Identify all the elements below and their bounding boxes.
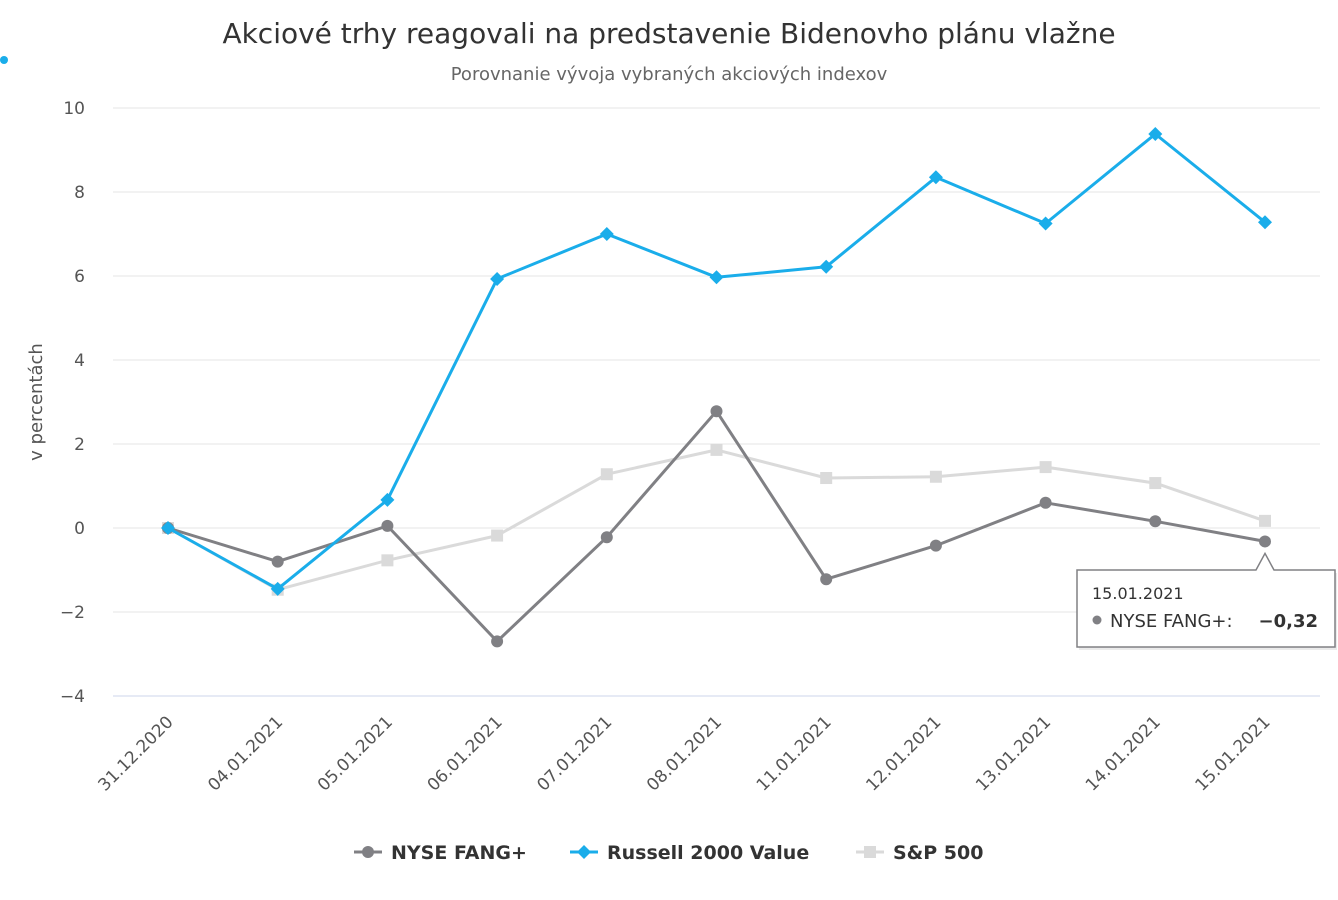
corner-dot	[0, 56, 8, 64]
data-point[interactable]	[380, 492, 395, 507]
data-point[interactable]	[161, 521, 175, 535]
legend-item[interactable]: S&P 500	[856, 842, 983, 864]
tooltip-value: −0,32	[1259, 611, 1319, 632]
y-tick-label: 8	[74, 183, 85, 203]
y-tick-label: 4	[74, 351, 85, 371]
data-point[interactable]	[1039, 461, 1052, 474]
legend-item[interactable]: NYSE FANG+	[354, 842, 527, 864]
legend-item[interactable]: Russell 2000 Value	[570, 842, 809, 864]
x-tick-label: 04.01.2021	[204, 712, 287, 795]
x-tick-labels: 31.12.2020 04.01.2021 05.01.2021 06.01.2021…	[95, 712, 1275, 795]
legend-label[interactable]: S&P 500	[893, 842, 983, 864]
x-tick-label: 11.01.2021	[753, 712, 836, 795]
legend-marker[interactable]	[864, 846, 876, 858]
data-point[interactable]	[1149, 515, 1162, 528]
tooltip-series-dot	[1092, 615, 1102, 625]
y-tick-label: 2	[74, 435, 85, 455]
chart-title: Akciové trhy reagovali na predstavenie B…	[222, 17, 1115, 50]
series-group	[161, 127, 1272, 648]
data-point[interactable]	[1038, 216, 1053, 231]
tooltip-series-label: NYSE FANG+:	[1110, 611, 1233, 632]
data-point[interactable]	[270, 581, 285, 596]
x-tick-label: 15.01.2021	[1192, 712, 1275, 795]
data-point[interactable]	[600, 468, 613, 481]
data-point[interactable]	[491, 529, 504, 542]
data-point[interactable]	[1149, 477, 1162, 490]
tooltip-date: 15.01.2021	[1092, 584, 1184, 603]
data-point[interactable]	[1148, 127, 1163, 142]
data-point[interactable]	[491, 635, 504, 648]
data-point[interactable]	[928, 170, 943, 185]
data-point[interactable]	[381, 519, 394, 532]
legend[interactable]: NYSE FANG+ Russell 2000 Value S&P 500	[354, 842, 983, 864]
data-point[interactable]	[929, 539, 942, 552]
data-point[interactable]	[710, 443, 723, 456]
legend-label[interactable]: NYSE FANG+	[391, 842, 527, 864]
series-line	[167, 132, 1266, 591]
series-line	[167, 448, 1266, 592]
data-point[interactable]	[820, 573, 833, 586]
data-point[interactable]	[1258, 215, 1272, 230]
data-point[interactable]	[1259, 514, 1271, 527]
y-tick-label: 0	[74, 519, 85, 539]
y-tick-label: 6	[74, 267, 85, 287]
legend-marker[interactable]	[362, 846, 374, 858]
data-point[interactable]	[819, 259, 834, 274]
data-point[interactable]	[1259, 535, 1271, 548]
data-point[interactable]	[599, 227, 614, 241]
legend-marker[interactable]	[577, 845, 591, 859]
data-point[interactable]	[490, 271, 505, 286]
data-point[interactable]	[820, 472, 833, 485]
series-russell-2000-value	[161, 127, 1272, 596]
data-point[interactable]	[710, 405, 723, 418]
x-tick-label: 31.12.2020	[95, 712, 178, 795]
chart-subtitle: Porovnanie vývoja vybraných akciových in…	[451, 64, 888, 85]
x-tick-label: 08.01.2021	[643, 712, 726, 795]
x-tick-label: 05.01.2021	[314, 712, 397, 795]
data-point[interactable]	[709, 270, 724, 285]
x-tick-label: 13.01.2021	[972, 712, 1055, 795]
x-tick-label: 12.01.2021	[862, 712, 945, 795]
y-axis-label: v percentách	[26, 343, 47, 461]
data-point[interactable]	[929, 470, 942, 483]
data-point[interactable]	[381, 554, 394, 567]
y-tick-label: −4	[60, 687, 85, 707]
tooltip: 15.01.2021 NYSE FANG+: −0,32	[1076, 551, 1337, 650]
x-tick-label: 07.01.2021	[533, 712, 616, 795]
legend-label[interactable]: Russell 2000 Value	[607, 842, 809, 864]
data-point[interactable]	[271, 555, 284, 568]
y-tick-labels: 10 8 6 4 2 0 −2 −4	[60, 99, 85, 707]
y-tick-label: −2	[60, 603, 85, 623]
data-point[interactable]	[600, 531, 613, 544]
y-tick-label: 10	[63, 99, 85, 119]
data-point[interactable]	[1039, 496, 1052, 509]
x-tick-label: 14.01.2021	[1082, 712, 1165, 795]
tooltip-box	[1076, 551, 1336, 648]
x-tick-label: 06.01.2021	[424, 712, 507, 795]
